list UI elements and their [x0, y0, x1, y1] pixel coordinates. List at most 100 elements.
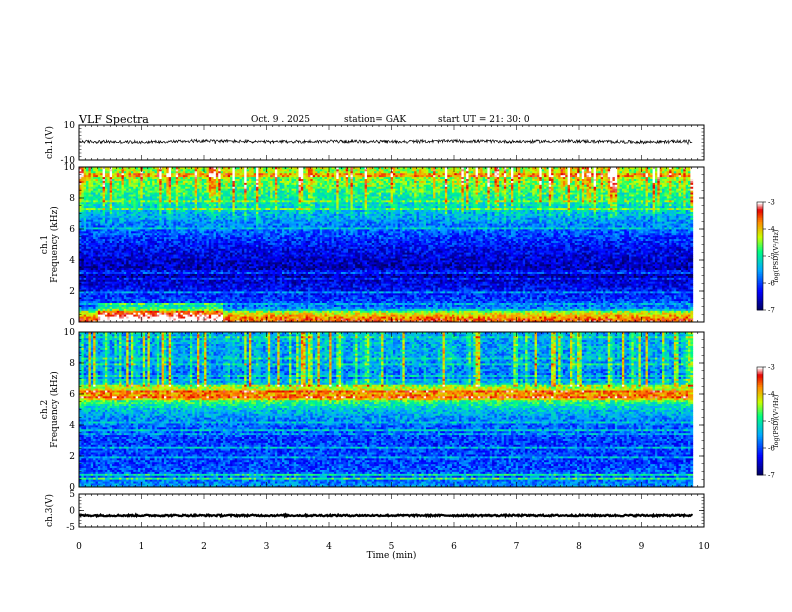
- ch1-spec-cell: [81, 184, 85, 187]
- ch1-spec-cell: [121, 244, 125, 247]
- ch1-spec-cell: [126, 227, 129, 230]
- ch1-spec-cell: [109, 300, 113, 304]
- ch1-spec-cell: [135, 298, 139, 302]
- ch1-spec-cell: [100, 285, 104, 288]
- ch1-spec-cell: [100, 227, 104, 230]
- ch1-spec-cell: [109, 182, 113, 185]
- ch1-spec-cell: [90, 219, 94, 222]
- ch1-spec-cell: [112, 205, 115, 209]
- ch1-spec-cell: [135, 296, 139, 300]
- ch1-spec-cell: [138, 234, 141, 238]
- ch1-spec-cell: [107, 198, 111, 201]
- ch1-spec-cell: [93, 312, 96, 315]
- figure-title: VLF Spectra: [79, 113, 149, 126]
- ch1-spec-cell: [130, 198, 134, 201]
- ch1-spec-cell: [95, 167, 99, 170]
- ch1-spec-cell: [86, 248, 89, 251]
- ch1-spec-cell: [86, 167, 89, 170]
- ch1-spec-cell: [133, 240, 137, 243]
- ch1-spec-cell: [95, 287, 99, 290]
- ch1-spec-cell: [79, 205, 82, 209]
- ch1-spec-cell: [138, 215, 141, 218]
- ch1-spec-cell: [126, 300, 129, 304]
- ch1-spec-cell: [116, 306, 120, 309]
- ch1-spec-cell: [100, 300, 104, 304]
- ch1-spec-cell: [79, 198, 82, 201]
- ch1-spec-cell: [90, 300, 94, 304]
- ch1-spec-cell: [102, 294, 106, 298]
- ch1-spec-cell: [130, 298, 134, 302]
- ch1-spec-cell: [135, 167, 139, 170]
- ch1-spec-cell: [119, 203, 122, 207]
- ch1-spec-cell: [104, 172, 108, 176]
- ch1-spec-cell: [86, 244, 89, 247]
- ch1-spec-cell: [116, 269, 120, 273]
- ch1-spec-cell: [81, 242, 85, 245]
- ch1-spec-cell: [109, 265, 113, 269]
- ch1-spec-cell: [86, 174, 89, 178]
- ch1-spec-cell: [86, 318, 89, 321]
- ch1-spec-cell: [97, 234, 101, 238]
- ch1-spec-cell: [102, 225, 106, 228]
- ch1-spec-cell: [79, 300, 82, 304]
- ch1-spec-cell: [121, 294, 125, 298]
- ch1-spec-cell: [140, 230, 144, 234]
- ch1-spec-cell: [140, 261, 144, 265]
- ch1-spec-cell: [90, 285, 94, 288]
- ch1-spec-cell: [86, 310, 89, 313]
- ch1-spec-cell: [116, 180, 120, 183]
- ch1-spec-cell: [130, 314, 134, 317]
- ch1-spec-cell: [114, 263, 118, 267]
- ch1-spec-cell: [79, 244, 82, 247]
- ch1-spec-cell: [107, 275, 111, 278]
- ch1-spec-cell: [133, 190, 137, 193]
- ch1-spec-cell: [119, 296, 122, 300]
- ch1-spec-cell: [121, 229, 125, 232]
- ch1-spec-cell: [123, 252, 127, 255]
- ch1-spec-cell: [100, 314, 104, 317]
- ch1-spec-cell: [95, 223, 99, 226]
- ch1-spec-cell: [109, 207, 113, 211]
- ch1-spec-cell: [116, 215, 120, 218]
- ch1-spec-cell: [126, 271, 129, 274]
- ch1-spec-cell: [123, 211, 127, 214]
- ch1-spec-cell: [114, 230, 118, 234]
- ch1-spec-cell: [97, 252, 101, 255]
- ch1-spec-cell: [126, 232, 129, 236]
- ch1-spec-cell: [128, 209, 132, 212]
- ch1-spec-cell: [88, 194, 92, 197]
- ch1-spec-cell: [104, 310, 108, 313]
- ch1-spec-cell: [133, 236, 137, 240]
- ch1-spec-cell: [112, 271, 115, 274]
- ch1-spec-cell: [97, 223, 101, 226]
- ch1-spec-cell: [109, 240, 113, 243]
- ch1-spec-cell: [81, 269, 85, 273]
- ch1-spec-cell: [81, 318, 85, 321]
- ch1-spec-cell: [107, 308, 111, 311]
- ch1-spec-cell: [119, 194, 122, 197]
- ch1-spec-cell: [102, 168, 106, 172]
- ch1-spec-cell: [90, 294, 94, 298]
- ch1-spec-cell: [140, 273, 144, 276]
- ch1-spec-cell: [88, 306, 92, 309]
- ch1-spec-cell: [97, 267, 101, 271]
- ch1-spec-cell: [138, 203, 141, 207]
- ch1-spec-cell: [126, 261, 129, 265]
- ch1-spec-cell: [126, 279, 129, 282]
- ch1-spec-cell: [95, 203, 99, 207]
- ch1-spec-cell: [130, 312, 134, 315]
- ch1-spec-cell: [116, 292, 120, 296]
- ch1-spec-cell: [128, 221, 132, 224]
- ch1-spec-cell: [81, 310, 85, 313]
- ch1-spec-cell: [95, 269, 99, 273]
- ch1-spec-cell: [83, 221, 87, 224]
- ch1-spec-cell: [121, 291, 125, 294]
- ch1-spec-cell: [109, 203, 113, 207]
- ch1-spec-cell: [114, 242, 118, 245]
- ch1-spec-cell: [138, 188, 141, 191]
- ch1-spec-cell: [119, 234, 122, 238]
- ch1-spec-cell: [88, 287, 92, 290]
- ch1-spec-cell: [114, 277, 118, 280]
- ch1-spec-cell: [102, 285, 106, 288]
- ch1-spec-cell: [121, 236, 125, 240]
